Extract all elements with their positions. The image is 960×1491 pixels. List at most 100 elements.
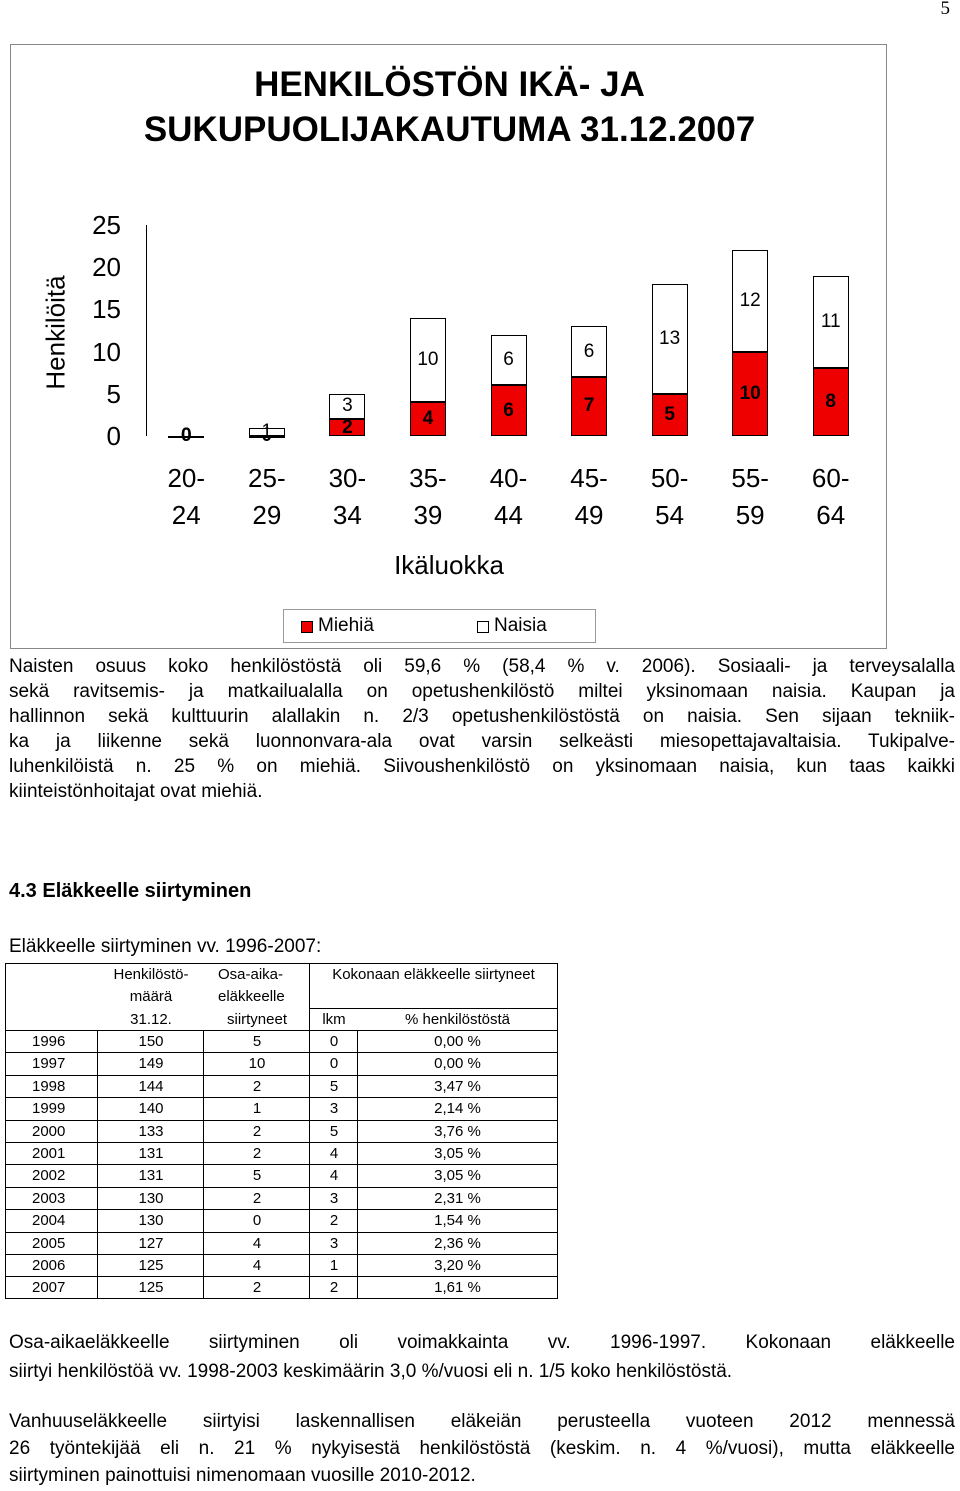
x-tick-label: 60-64	[811, 463, 850, 530]
table-cell: 3,20 %	[434, 1257, 481, 1274]
table-cell: 0	[252, 1212, 262, 1230]
bar-segment	[571, 326, 608, 377]
table-cell: 0	[329, 1033, 339, 1050]
table-header: % henkilöstöstä	[404, 1011, 511, 1028]
page-number: 5	[940, 0, 951, 19]
x-tick-label: 20-24	[167, 463, 206, 530]
paragraph: Vanhuuseläkkeelle siirtyisi laskennallis…	[9, 1408, 955, 1489]
table-cell: 127	[138, 1234, 164, 1252]
bar-segment	[732, 351, 769, 436]
table-header: 31.12.	[130, 1011, 172, 1028]
table-cell: 2	[252, 1145, 262, 1162]
table-rule	[6, 1186, 557, 1188]
table-cell: 0,00 %	[434, 1033, 481, 1050]
table-cell: 2007	[32, 1279, 66, 1297]
table-cell: 5	[252, 1033, 262, 1050]
y-tick-label: 0	[106, 421, 121, 451]
table-cell: 1997	[32, 1055, 66, 1073]
table-header: Kokonaan eläkkeelle siirtyneet	[332, 966, 535, 983]
x-tick-label: 45-49	[570, 463, 608, 530]
table-header: Osa-aika-	[218, 966, 284, 983]
y-tick-label: 15	[92, 294, 121, 325]
bar-segment	[651, 393, 688, 436]
chart-title: HENKILÖSTÖN IKÄ- JA	[254, 65, 645, 104]
x-tick-label: 50-54	[650, 463, 689, 530]
table-cell: 3,05 %	[434, 1145, 481, 1162]
table-rule	[309, 1008, 557, 1009]
table-cell: 1999	[32, 1100, 66, 1118]
legend	[283, 609, 596, 643]
legend-swatch	[477, 621, 489, 633]
y-axis	[146, 225, 147, 436]
table-header: Henkilöstö-	[113, 966, 189, 983]
value-label: 10	[739, 382, 761, 404]
bar-segment	[329, 419, 366, 436]
table-rule	[6, 1209, 557, 1211]
table-cell: 2	[329, 1212, 339, 1230]
table-cell: 4	[329, 1167, 339, 1185]
bar-segment	[409, 402, 446, 436]
table-rule	[357, 1030, 358, 1298]
value-label: 3	[342, 395, 353, 417]
table-cell: 0,00 %	[434, 1055, 481, 1073]
table-cell: 2,36 %	[434, 1234, 481, 1252]
table-cell: 3	[329, 1234, 339, 1252]
table-cell: 1	[329, 1257, 339, 1274]
text-line: siirtyi henkilöstöä vv. 1998-2003 keskim…	[9, 1361, 733, 1382]
table-cell: 10	[248, 1055, 266, 1073]
table-cell: 2	[252, 1077, 262, 1095]
table-cell: 144	[138, 1077, 164, 1095]
table-cell: 4	[252, 1257, 262, 1274]
value-label: 10	[417, 349, 439, 371]
table-rule	[6, 1254, 557, 1255]
value-label: 6	[583, 340, 595, 362]
bar-segment	[248, 436, 285, 438]
table-cell: 2004	[32, 1212, 66, 1230]
table-cell: 3,05 %	[434, 1167, 481, 1185]
table-cell: 5	[252, 1167, 262, 1185]
x-tick-label: 25-29	[248, 463, 286, 530]
bar-segment	[812, 275, 849, 369]
table-rule	[97, 1030, 98, 1298]
value-label: 8	[825, 391, 836, 413]
table-cell: 2,14 %	[434, 1100, 481, 1118]
table-cell: 0	[329, 1055, 339, 1073]
table-cell: 2,31 %	[434, 1189, 481, 1207]
table-rule	[6, 1276, 557, 1278]
table-rule	[6, 1231, 557, 1233]
table-cell: 5	[329, 1122, 339, 1140]
table-cell: 2001	[32, 1145, 66, 1162]
table-header: siirtyneet	[226, 1011, 288, 1028]
table-cell: 2006	[32, 1257, 66, 1274]
x-tick-label: 35-39	[409, 463, 447, 530]
value-label: 6	[503, 399, 514, 421]
y-tick-label: 25	[92, 210, 121, 240]
table-rule	[203, 1030, 204, 1298]
table-rule	[6, 1074, 557, 1076]
table-rule	[6, 1119, 557, 1121]
value-label: 13	[659, 327, 681, 349]
text-line: hallinnon sekä kulttuurin alallakin n. 2…	[9, 706, 955, 727]
table-cell: 131	[138, 1145, 164, 1162]
value-label: 11	[820, 311, 841, 333]
value-label: 7	[583, 395, 595, 417]
x-tick-label: 30-34	[328, 463, 367, 530]
table-rule	[6, 1142, 557, 1143]
table-rule	[6, 1052, 557, 1054]
heading: 4.3 Eläkkeelle siirtyminen	[9, 880, 252, 902]
value-label: 1	[261, 420, 273, 442]
table-cell: 3,76 %	[434, 1122, 481, 1140]
table-cell: 4	[252, 1234, 262, 1252]
table-cell: 2000	[32, 1122, 66, 1140]
y-tick-label: 20	[92, 252, 121, 283]
table-caption: Eläkkeelle siirtyminen vv. 1996-2007:	[9, 936, 322, 957]
text-line: Osa-aikaeläkkeelle siirtyminen oli voima…	[9, 1332, 955, 1353]
value-label: 0	[180, 425, 192, 446]
table-cell: 2003	[32, 1189, 66, 1207]
table-cell: 5	[329, 1077, 339, 1095]
table-rule	[6, 1164, 557, 1166]
value-label: 6	[503, 349, 514, 371]
table-cell: 2	[329, 1279, 339, 1297]
bar-segment	[571, 376, 608, 436]
x-axis-label: Ikäluokka	[394, 550, 504, 580]
